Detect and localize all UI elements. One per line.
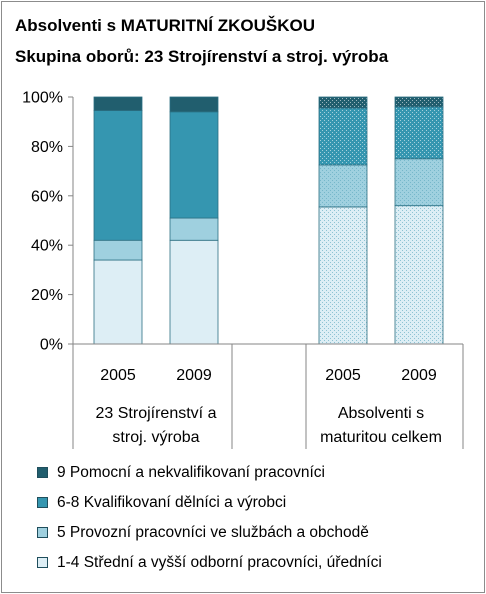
group-label: 23 Strojírenství a: [96, 405, 217, 422]
bar-segment: [169, 217, 219, 241]
legend-swatch: [37, 527, 48, 538]
bar-segment: [169, 239, 219, 345]
bar-segment: [394, 205, 444, 345]
legend-swatch: [37, 467, 48, 478]
group-label: stroj. výroba: [112, 429, 199, 446]
chart-subtitle: Skupina oborů: 23 Strojírenství a stroj.…: [15, 47, 389, 66]
bar-segment: [169, 111, 219, 219]
x-tick-label: 2005: [325, 367, 361, 384]
x-tick-label: 2005: [100, 367, 136, 384]
bar-segment: [93, 96, 143, 111]
group-label: maturitou celkem: [320, 429, 442, 446]
group-label: Absolventi s: [338, 405, 424, 422]
bar-segment: [169, 96, 219, 113]
legend-label: 9 Pomocní a nekvalifikovaní pracovníci: [57, 464, 325, 481]
bar-segment: [318, 107, 368, 166]
bar-segment: [318, 164, 368, 208]
y-tick-label: 100%: [22, 90, 63, 107]
bar-segment: [394, 106, 444, 160]
y-tick-label: 60%: [31, 188, 63, 205]
stacked-bar-plot: 0% 20% 40% 60% 80% 100% 2005 2009 23 Strojírenst…: [22, 90, 464, 449]
bar-segment: [394, 96, 444, 108]
bar-segment: [93, 239, 143, 261]
x-tick-label: 2009: [176, 367, 212, 384]
bar-segment: [318, 206, 368, 345]
bar-segment: [394, 158, 444, 207]
bar-segment: [93, 110, 143, 241]
y-tick-label: 0%: [40, 337, 63, 354]
chart-title: Absolventi s MATURITNÍ ZKOUŠKOU: [15, 16, 316, 35]
bar-segment: [318, 96, 368, 109]
bar-segment: [93, 259, 143, 345]
legend-label: 5 Provozní pracovníci ve službách a obch…: [57, 524, 369, 541]
y-tick-label: 20%: [31, 287, 63, 304]
legend-swatch: [37, 557, 48, 568]
legend-label: 6-8 Kvalifikovaní dělníci a výrobci: [57, 494, 287, 511]
y-tick-label: 40%: [31, 238, 63, 255]
x-tick-label: 2009: [401, 367, 437, 384]
y-tick-label: 80%: [31, 139, 63, 156]
legend-label: 1-4 Střední a vyšší odborní pracovníci, …: [57, 554, 382, 571]
legend-swatch: [37, 497, 48, 508]
